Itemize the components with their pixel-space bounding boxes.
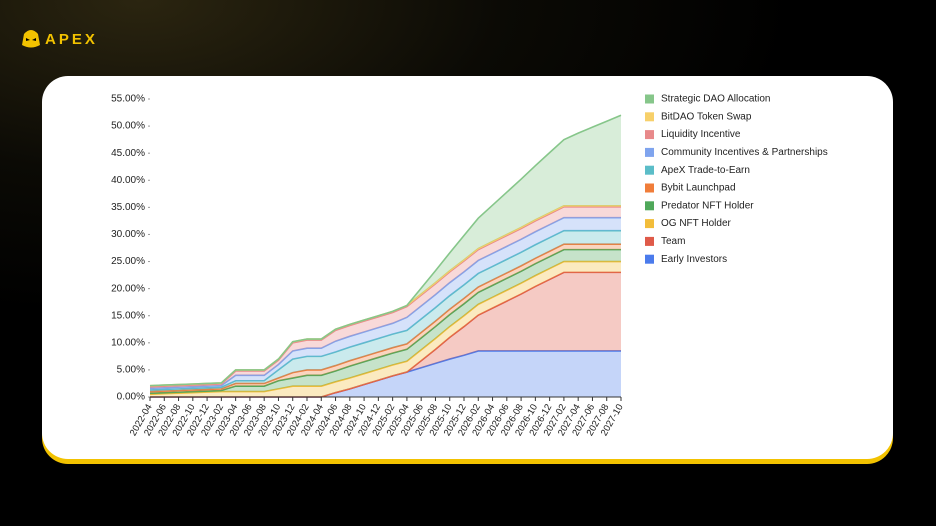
area-line bbox=[149, 248, 621, 395]
area bbox=[150, 230, 621, 392]
y-tick-label: 15.00% bbox=[111, 310, 145, 321]
y-tick-label: 25.00% bbox=[111, 256, 145, 267]
legend-swatch bbox=[645, 183, 654, 193]
logo-icon bbox=[22, 30, 40, 48]
legend-label: Strategic DAO Allocation bbox=[661, 94, 771, 105]
y-tick-label: 40.00% bbox=[111, 175, 145, 186]
y-tick-label: 20.00% bbox=[111, 283, 145, 294]
legend-swatch bbox=[645, 130, 654, 140]
area-line bbox=[149, 206, 621, 388]
legend-label: Community Incentives & Partnerships bbox=[661, 147, 828, 158]
legend-swatch bbox=[645, 94, 654, 104]
area bbox=[150, 217, 621, 390]
legend-label: Bybit Launchpad bbox=[661, 183, 736, 194]
logo-eyes bbox=[26, 38, 36, 41]
legend-label: Early Investors bbox=[661, 254, 727, 265]
legend-label: Predator NFT Holder bbox=[661, 200, 754, 211]
area bbox=[150, 350, 621, 397]
area-line bbox=[149, 229, 621, 391]
y-tick-label: 0.00% bbox=[117, 392, 145, 403]
legend-swatch bbox=[645, 165, 654, 175]
brand-name: APEX bbox=[45, 31, 98, 48]
legend-label: OG NFT Holder bbox=[661, 218, 731, 229]
legend-swatch bbox=[645, 201, 654, 211]
y-tick-label: 5.00% bbox=[117, 365, 145, 376]
area bbox=[150, 249, 621, 395]
legend-label: ApeX Trade-to-Earn bbox=[661, 165, 750, 176]
legend-label: Liquidity Incentive bbox=[661, 129, 741, 140]
area-line bbox=[149, 243, 621, 393]
legend-swatch bbox=[645, 147, 654, 157]
area-line bbox=[149, 216, 621, 390]
legend-swatch bbox=[645, 254, 654, 264]
y-tick-label: 55.00% bbox=[111, 94, 145, 105]
legend-label: BitDAO Token Swap bbox=[661, 111, 752, 122]
legend-label: Team bbox=[661, 236, 685, 247]
legend-swatch bbox=[645, 219, 654, 229]
area bbox=[150, 115, 621, 386]
area bbox=[150, 261, 621, 397]
chart-card bbox=[42, 76, 893, 459]
y-tick-label: 30.00% bbox=[111, 229, 145, 240]
y-tick-label: 50.00% bbox=[111, 121, 145, 132]
legend-swatch bbox=[645, 236, 654, 246]
legend-swatch bbox=[645, 112, 654, 122]
area-line bbox=[149, 260, 621, 396]
y-tick-label: 35.00% bbox=[111, 202, 145, 213]
y-tick-label: 10.00% bbox=[111, 337, 145, 348]
area-line bbox=[149, 114, 622, 387]
y-tick-label: 45.00% bbox=[111, 148, 145, 159]
